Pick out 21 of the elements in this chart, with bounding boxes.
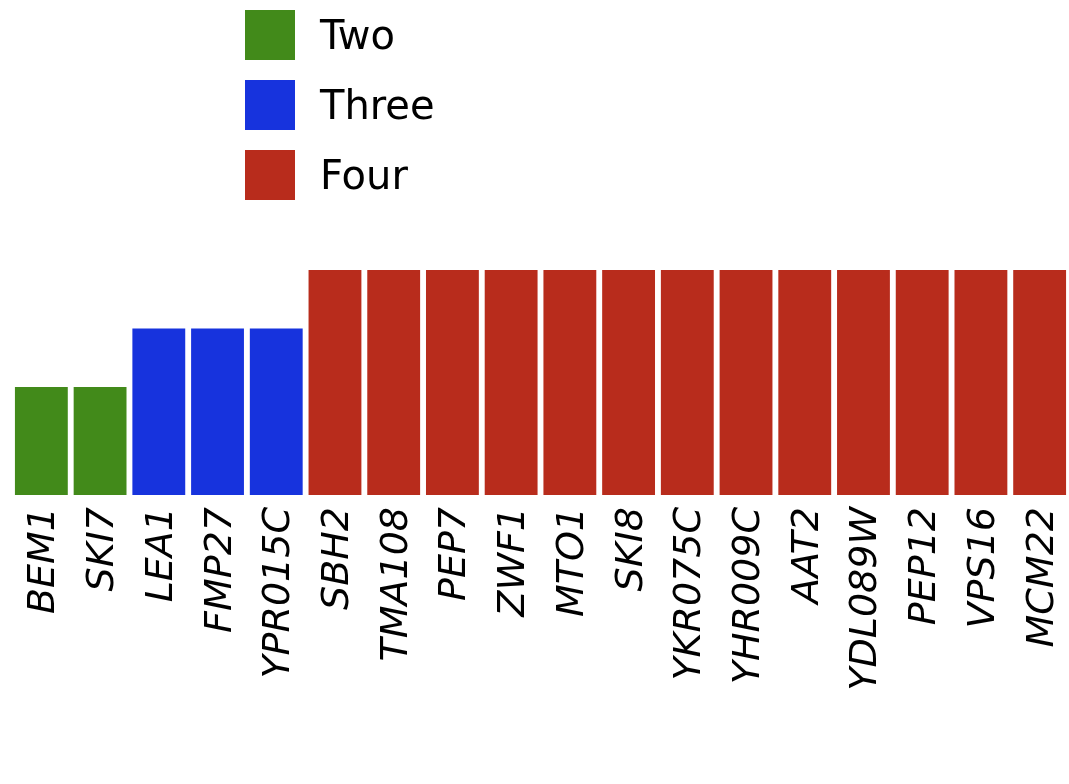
x-tick-label: MCM22 [1017, 507, 1062, 648]
x-tick-label: VPS16 [958, 507, 1003, 629]
x-tick-label: PEP7 [430, 507, 475, 602]
x-tick-label: FMP27 [195, 507, 240, 633]
x-tick-label: SBH2 [312, 507, 357, 610]
x-tick-label: SKI8 [606, 507, 651, 592]
x-tick-label: PEP12 [900, 507, 945, 626]
x-tick-label: MTO1 [547, 507, 592, 618]
legend-label: Four [320, 152, 409, 198]
x-tick-label: BEM1 [19, 507, 64, 615]
x-tick-label: YDL089W [841, 505, 886, 691]
legend-label: Two [319, 12, 395, 58]
x-tick-label: YPR015C [254, 506, 299, 679]
x-tick-label: ZWF1 [489, 507, 534, 618]
legend-label: Three [319, 82, 435, 128]
x-tick-label: TMA108 [371, 507, 416, 662]
x-tick-label: AAT2 [782, 507, 827, 607]
x-tick-label: YKR075C [665, 506, 710, 681]
x-tick-label: LEA1 [136, 507, 181, 603]
x-tick-label: YHR009C [724, 506, 769, 685]
x-tick-label: SKI7 [78, 507, 123, 592]
